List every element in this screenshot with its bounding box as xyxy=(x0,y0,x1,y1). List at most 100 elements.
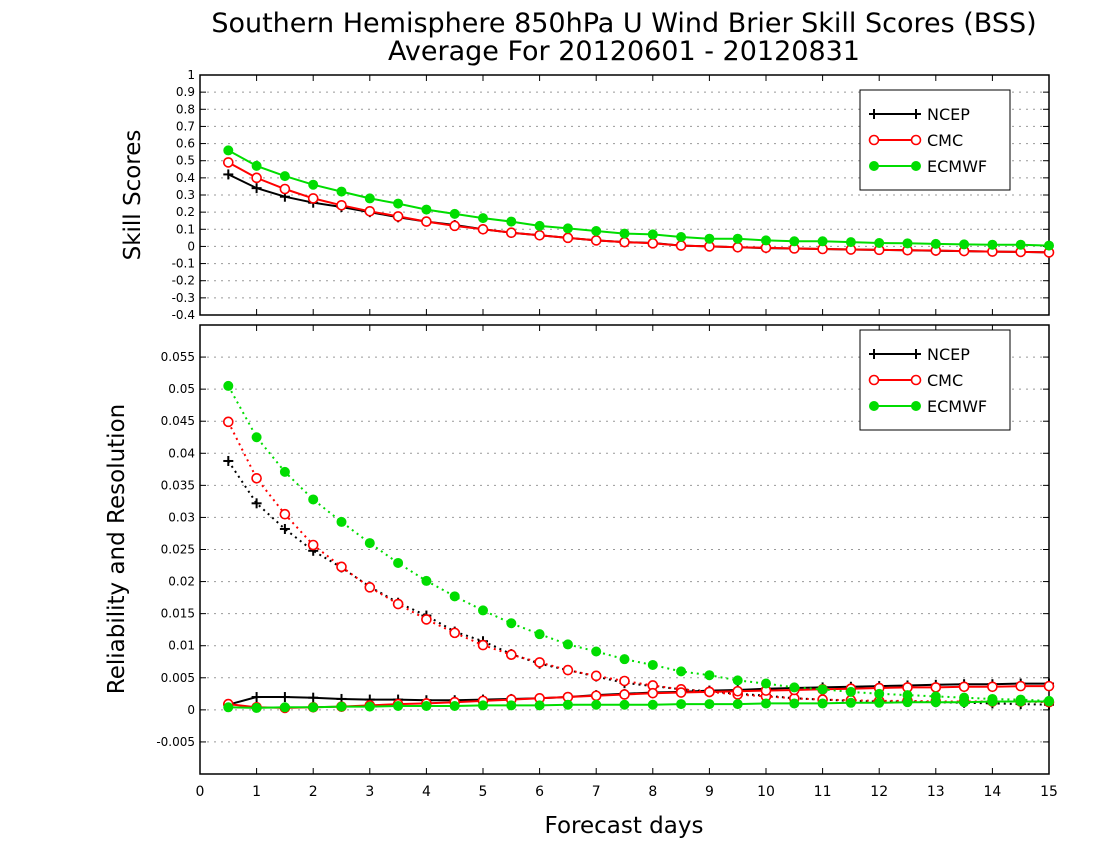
data-point xyxy=(336,701,347,712)
data-point xyxy=(336,186,347,197)
data-point xyxy=(308,702,319,713)
data-point xyxy=(506,618,517,629)
data-point xyxy=(251,172,262,184)
data-point xyxy=(251,498,262,509)
data-point xyxy=(279,171,290,182)
legend-marker xyxy=(911,349,921,359)
data-point xyxy=(590,670,602,682)
x-tick-label: 9 xyxy=(705,784,714,800)
data-point xyxy=(279,466,290,477)
data-point xyxy=(478,605,488,616)
x-tick-label: 7 xyxy=(592,784,601,800)
data-point xyxy=(930,682,942,693)
data-point xyxy=(279,702,290,713)
data-point xyxy=(845,697,856,708)
data-point xyxy=(562,223,573,234)
legend-marker xyxy=(911,401,921,411)
data-point xyxy=(732,233,743,244)
data-point xyxy=(619,228,630,239)
data-point xyxy=(421,614,432,625)
x-tick-label: 14 xyxy=(983,784,1001,800)
series-line xyxy=(227,460,1050,706)
data-point xyxy=(987,696,998,707)
relres-y-tick-label: -0.005 xyxy=(156,735,195,749)
data-point xyxy=(534,700,545,711)
data-point xyxy=(732,241,744,253)
skill-y-tick-label: 0.3 xyxy=(176,188,195,202)
relres-y-tick-label: 0.005 xyxy=(161,671,195,685)
data-point xyxy=(761,235,771,246)
x-tick-label: 8 xyxy=(648,784,657,800)
x-tick-label: 4 xyxy=(422,784,431,800)
data-point xyxy=(874,238,885,248)
data-point xyxy=(421,216,432,227)
data-point xyxy=(619,675,630,687)
legend-label: NCEP xyxy=(927,345,970,364)
data-point xyxy=(364,701,375,712)
skill-y-tick-label: -0.4 xyxy=(172,308,195,322)
data-point xyxy=(732,699,743,710)
skill-y-tick-label: -0.2 xyxy=(172,274,195,288)
chart-title-line2: Average For 20120601 - 20120831 xyxy=(388,36,860,67)
series-line xyxy=(228,700,1049,709)
data-point xyxy=(1015,680,1027,692)
data-point xyxy=(307,193,319,204)
data-point xyxy=(534,629,545,640)
x-tick-label: 13 xyxy=(927,784,945,800)
legend-marker xyxy=(868,374,880,386)
data-point xyxy=(421,701,432,712)
data-point xyxy=(223,157,234,168)
data-point xyxy=(562,639,573,650)
data-point xyxy=(562,699,573,710)
data-point xyxy=(1044,696,1054,707)
data-point xyxy=(364,538,375,549)
data-point xyxy=(534,657,545,668)
skill-series-ecmwf xyxy=(223,145,1054,251)
relres-legend: NCEP CMC ECMWF xyxy=(859,329,1011,431)
data-point xyxy=(393,557,404,568)
legend-marker xyxy=(910,134,922,146)
x-tick-label: 3 xyxy=(365,784,374,800)
skill-y-tick-label: 0.7 xyxy=(176,119,195,133)
legend-item-ecmwf: ECMWF xyxy=(869,157,987,176)
bottom-panel-y-axis-title: Reliability and Resolution xyxy=(104,404,130,694)
relres-y-tick-label: 0 xyxy=(187,703,195,717)
data-point xyxy=(478,700,488,711)
data-point xyxy=(223,169,234,180)
data-point xyxy=(364,205,376,217)
legend-marker xyxy=(910,374,922,386)
data-point xyxy=(676,666,687,677)
legend-label: ECMWF xyxy=(927,397,987,416)
reliability-resolution-panel: 0.055 0.05 0.045 0.04 0.035 0.03 0.025 0.02 0.01… xyxy=(156,324,1058,800)
data-point xyxy=(421,204,432,215)
data-point xyxy=(845,237,856,248)
data-point xyxy=(732,675,743,686)
data-point xyxy=(704,233,715,244)
data-point xyxy=(761,678,771,689)
data-point xyxy=(874,697,885,708)
legend-label: CMC xyxy=(927,371,963,390)
data-point xyxy=(562,664,574,676)
x-tick-label: 10 xyxy=(757,784,775,800)
data-point xyxy=(987,681,998,693)
data-point xyxy=(1015,239,1026,250)
data-point xyxy=(676,699,687,710)
relres-y-tick-label: 0.04 xyxy=(168,446,195,460)
relres-series-cmc-resolution xyxy=(223,416,1055,708)
data-point xyxy=(223,145,234,156)
data-point xyxy=(251,692,262,703)
data-point xyxy=(591,226,602,236)
data-point xyxy=(591,646,602,657)
x-tick-label: 1 xyxy=(252,784,261,800)
data-point xyxy=(251,432,262,443)
legend-item-ncep: NCEP xyxy=(869,345,970,364)
relres-y-tick-label: 0.055 xyxy=(161,350,195,364)
relres-y-tick-label: 0.01 xyxy=(168,639,195,653)
legend-marker xyxy=(869,401,879,411)
legend-marker xyxy=(868,134,880,146)
data-point xyxy=(279,692,290,703)
data-point xyxy=(789,236,800,247)
relres-y-tick-label: 0.02 xyxy=(168,575,195,589)
